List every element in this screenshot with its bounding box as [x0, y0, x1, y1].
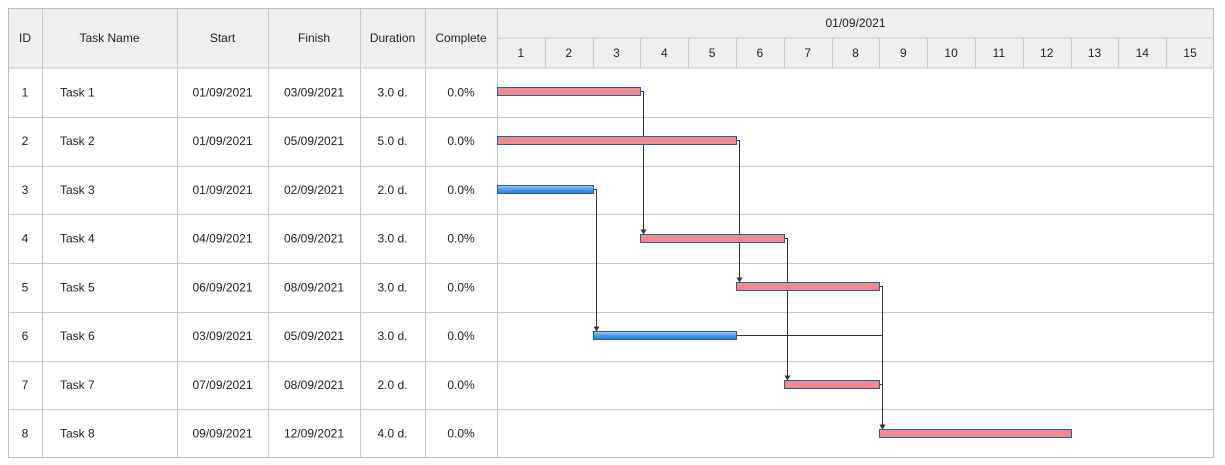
- cell-finish: 06/09/2021: [284, 232, 344, 246]
- timeline-title: 01/09/2021: [825, 16, 885, 30]
- cell-duration: 2.0 d.: [377, 378, 407, 392]
- task-bar-7[interactable]: [784, 380, 880, 389]
- cell-name: Task 1: [60, 85, 95, 99]
- cell-finish: 08/09/2021: [284, 280, 344, 294]
- dependency-arrow-icon: [879, 424, 886, 430]
- dependency-arrow-icon: [593, 326, 600, 332]
- cell-complete: 0.0%: [447, 134, 475, 148]
- dependency-link: [736, 140, 740, 279]
- day-label: 6: [757, 46, 764, 60]
- cell-name: Task 7: [60, 378, 95, 392]
- cell-start: 07/09/2021: [192, 378, 252, 392]
- day-label: 9: [900, 46, 907, 60]
- column-header-start: Start: [210, 31, 236, 45]
- task-bar-3[interactable]: [497, 185, 594, 194]
- cell-name: Task 2: [60, 134, 95, 148]
- cell-id: 4: [22, 232, 29, 246]
- day-label: 11: [993, 46, 1006, 60]
- column-header-duration: Duration: [370, 31, 415, 45]
- cell-complete: 0.0%: [447, 427, 475, 441]
- cell-name: Task 8: [60, 427, 95, 441]
- cell-id: 8: [22, 427, 29, 441]
- task-bar-5[interactable]: [736, 282, 880, 291]
- column-header-finish: Finish: [298, 31, 330, 45]
- cell-complete: 0.0%: [447, 232, 475, 246]
- day-label: 2: [565, 46, 572, 60]
- cell-complete: 0.0%: [447, 85, 475, 99]
- cell-start: 04/09/2021: [192, 232, 252, 246]
- day-label: 1: [518, 46, 525, 60]
- cell-id: 5: [22, 280, 29, 294]
- cell-id: 2: [22, 134, 29, 148]
- cell-finish: 08/09/2021: [284, 378, 344, 392]
- cell-finish: 03/09/2021: [284, 85, 344, 99]
- cell-id: 6: [22, 329, 29, 343]
- cell-complete: 0.0%: [447, 329, 475, 343]
- cell-name: Task 3: [60, 183, 95, 197]
- day-label: 7: [804, 46, 811, 60]
- cell-start: 01/09/2021: [192, 183, 252, 197]
- column-header-complete: Complete: [435, 31, 487, 45]
- cell-finish: 05/09/2021: [284, 329, 344, 343]
- cell-duration: 3.0 d.: [377, 85, 407, 99]
- cell-start: 09/09/2021: [192, 427, 252, 441]
- day-label: 12: [1040, 46, 1054, 60]
- day-label: 14: [1136, 46, 1150, 60]
- dependency-arrow-icon: [640, 229, 647, 235]
- day-label: 4: [661, 46, 668, 60]
- cell-finish: 12/09/2021: [284, 427, 344, 441]
- dependency-arrow-icon: [736, 277, 743, 283]
- dependency-link: [640, 91, 644, 231]
- day-label: 5: [709, 46, 716, 60]
- cell-complete: 0.0%: [447, 280, 475, 294]
- cell-start: 06/09/2021: [192, 280, 252, 294]
- cell-name: Task 6: [60, 329, 95, 343]
- cell-start: 03/09/2021: [192, 329, 252, 343]
- task-bar-2[interactable]: [497, 136, 737, 145]
- task-bar-6[interactable]: [593, 331, 737, 340]
- cell-duration: 2.0 d.: [377, 183, 407, 197]
- task-bar-8[interactable]: [879, 429, 1072, 438]
- cell-duration: 3.0 d.: [377, 280, 407, 294]
- dependency-link: [784, 238, 788, 377]
- dependency-link: [593, 189, 597, 328]
- cell-finish: 02/09/2021: [284, 183, 344, 197]
- task-bar-1[interactable]: [497, 87, 641, 96]
- cell-start: 01/09/2021: [192, 134, 252, 148]
- cell-duration: 3.0 d.: [377, 232, 407, 246]
- day-label: 8: [852, 46, 859, 60]
- cell-duration: 3.0 d.: [377, 329, 407, 343]
- dependency-arrow-icon: [784, 375, 791, 381]
- cell-complete: 0.0%: [447, 378, 475, 392]
- cell-finish: 05/09/2021: [284, 134, 344, 148]
- day-label: 15: [1183, 46, 1197, 60]
- cell-name: Task 4: [60, 232, 95, 246]
- day-label: 10: [944, 46, 958, 60]
- day-label: 3: [613, 46, 620, 60]
- cell-id: 7: [22, 378, 29, 392]
- cell-complete: 0.0%: [447, 183, 475, 197]
- column-header-task-name: Task Name: [79, 31, 139, 45]
- cell-id: 3: [22, 183, 29, 197]
- cell-duration: 4.0 d.: [377, 427, 407, 441]
- dependency-link: [879, 384, 883, 426]
- cell-id: 1: [22, 85, 29, 99]
- column-header-id: ID: [19, 31, 31, 45]
- table-border: [8, 8, 1214, 458]
- cell-start: 01/09/2021: [192, 85, 252, 99]
- cell-duration: 5.0 d.: [377, 134, 407, 148]
- cell-name: Task 5: [60, 280, 95, 294]
- task-bar-4[interactable]: [640, 234, 785, 243]
- day-label: 13: [1088, 46, 1102, 60]
